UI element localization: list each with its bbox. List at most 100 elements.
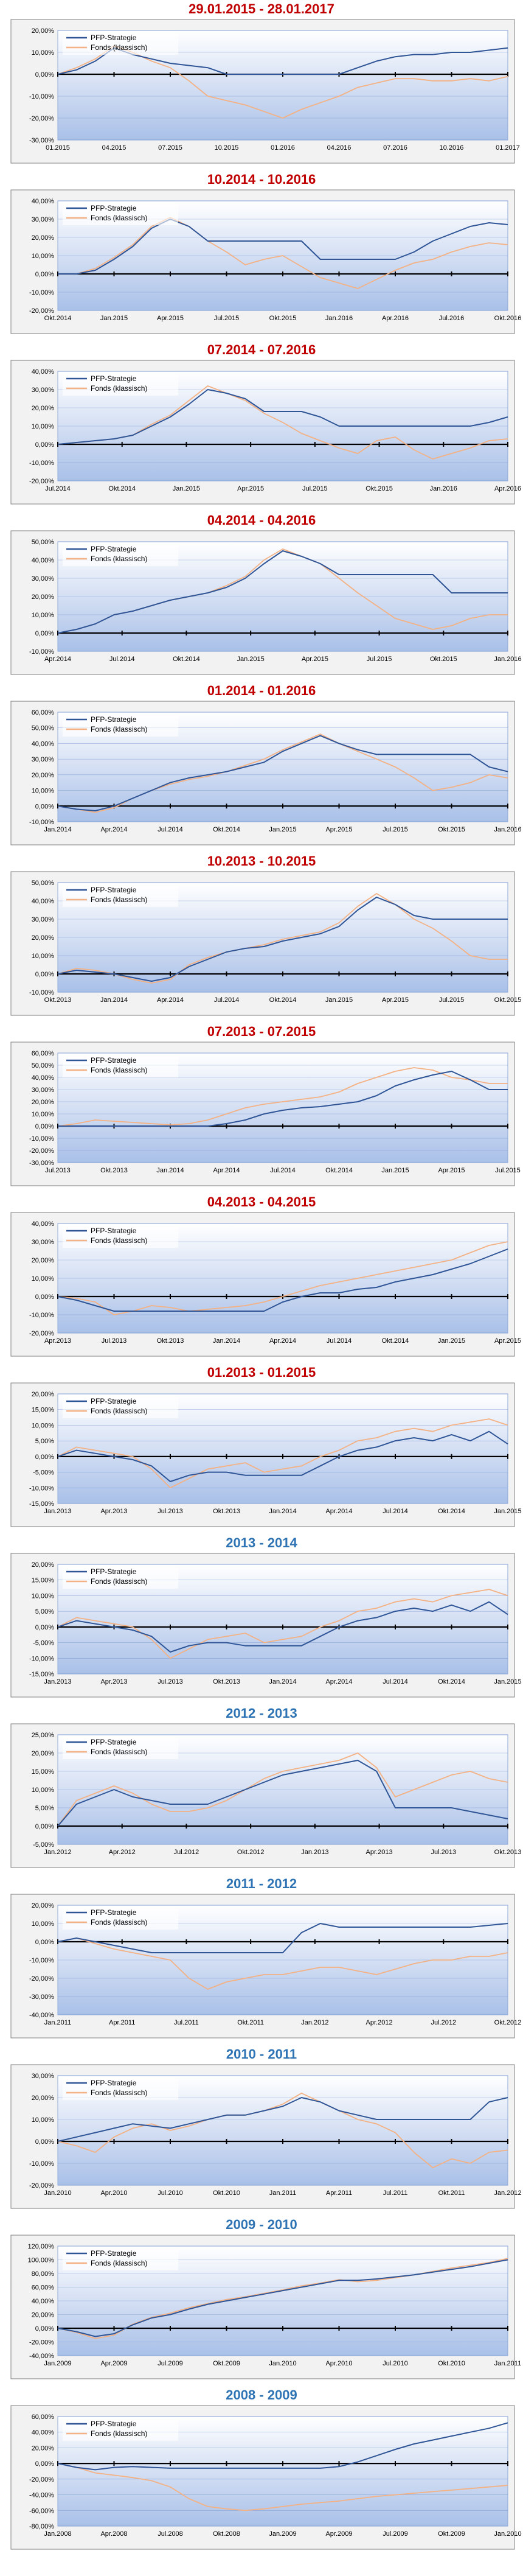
- y-tick-label: 50,00%: [32, 725, 55, 732]
- chart-svg: 60,00% 50,00% 40,00% 30,00% 20,00% 10,00% 0,00…: [10, 1041, 521, 1186]
- chart-panel: 2011 - 2012 20,00% 10,00% 0,00% -10,00% -20,0…: [0, 1875, 523, 2045]
- x-tick-label: Jan.2010: [494, 2530, 521, 2538]
- y-tick-label: -30,00%: [29, 1993, 54, 2001]
- x-tick-label: Jul.2014: [383, 1508, 408, 1515]
- y-tick-label: -20,00%: [29, 1330, 54, 1337]
- x-tick-label: Jul.2012: [431, 2019, 456, 2026]
- x-tick-label: Jan.2014: [269, 1508, 296, 1515]
- chart-title: 04.2014 - 04.2016: [207, 513, 316, 528]
- x-tick-label: Okt.2015: [269, 315, 297, 322]
- x-tick-label: 04.2015: [102, 144, 126, 152]
- chart-panel: 07.2014 - 07.2016 40,00% 30,00% 20,00% 10,00…: [0, 341, 523, 511]
- chart-svg: 25,00% 20,00% 15,00% 10,00% 5,00% 0,00% -5,00%…: [10, 1723, 521, 1868]
- x-tick-label: Apr.2013: [366, 1849, 393, 1856]
- x-tick-label: Jul.2014: [270, 1167, 296, 1174]
- y-tick-label: -10,00%: [29, 2160, 54, 2168]
- x-tick-label: Okt.2010: [438, 2360, 465, 2367]
- y-tick-label: 40,00%: [32, 557, 55, 564]
- legend-label: PFP-Strategie: [91, 886, 137, 894]
- x-tick-label: Okt.2014: [108, 485, 136, 492]
- x-tick-label: Okt.2009: [213, 2360, 240, 2367]
- legend-label: Fonds (klassisch): [91, 2429, 147, 2438]
- x-tick-label: Apr.2010: [325, 2360, 352, 2367]
- legend-label: PFP-Strategie: [91, 1738, 137, 1746]
- legend: PFP-Strategie Fonds (klassisch): [63, 1736, 178, 1759]
- x-tick-label: Apr.2016: [494, 485, 521, 492]
- legend-label: Fonds (klassisch): [91, 384, 147, 393]
- x-tick-label: Apr.2015: [325, 826, 352, 833]
- y-tick-label: -10,00%: [29, 1485, 54, 1492]
- chart-panel: 2008 - 2009 60,00% 40,00% 20,00% 0,00% -20,00…: [0, 2386, 523, 2557]
- y-tick-label: 20,00%: [32, 1257, 55, 1264]
- x-tick-label: Jan.2008: [44, 2530, 71, 2538]
- y-tick-label: 0,00%: [35, 441, 54, 449]
- chart-svg: 20,00% 15,00% 10,00% 5,00% 0,00% -5,00% -10,00…: [10, 1382, 522, 1527]
- y-tick-label: 60,00%: [32, 2413, 55, 2421]
- series-line-fund: [57, 2463, 508, 2511]
- chart-svg: 20,00% 10,00% 0,00% -10,00% -20,00% -30,00% -4…: [10, 1894, 521, 2039]
- y-tick-label: -30,00%: [29, 137, 54, 144]
- y-tick-label: 10,00%: [32, 1422, 55, 1429]
- y-tick-label: -20,00%: [29, 2182, 54, 2189]
- y-tick-label: -15,00%: [29, 1671, 54, 1678]
- y-tick-label: 10,00%: [32, 423, 55, 430]
- legend-label: Fonds (klassisch): [91, 1748, 147, 1756]
- chart-panel: 2013 - 2014 20,00% 15,00% 10,00% 5,00% 0,00% -…: [0, 1534, 523, 1704]
- x-tick-label: Okt.2014: [438, 1678, 465, 1685]
- x-tick-label: Jan.2014: [213, 1337, 240, 1345]
- y-tick-label: 20,00%: [32, 1750, 55, 1757]
- x-tick-label: Jul.2013: [45, 1167, 71, 1174]
- y-tick-label: 20,00%: [32, 593, 55, 601]
- x-tick-label: Apr.2015: [494, 1337, 521, 1345]
- legend-label: Fonds (klassisch): [91, 1407, 147, 1415]
- chart-svg: 50,00% 40,00% 30,00% 20,00% 10,00% 0,00% -10,0…: [10, 530, 522, 675]
- x-tick-label: Jan.2014: [44, 826, 71, 833]
- chart-title: 29.01.2015 - 28.01.2017: [189, 1, 334, 16]
- y-tick-label: 100,00%: [28, 2257, 55, 2264]
- x-tick-label: Jan.2015: [381, 1167, 409, 1174]
- x-tick-label: Apr.2014: [213, 1167, 240, 1174]
- y-tick-label: 15,00%: [32, 1407, 55, 1414]
- legend-label: Fonds (klassisch): [91, 725, 147, 733]
- x-tick-label: Jan.2014: [269, 1678, 296, 1685]
- y-tick-label: -15,00%: [29, 1500, 54, 1508]
- x-tick-label: Apr.2014: [325, 1508, 352, 1515]
- series-line-strategy: [57, 1601, 508, 1653]
- x-tick-label: Jan.2014: [156, 1167, 184, 1174]
- legend-label: PFP-Strategie: [91, 374, 137, 383]
- x-tick-label: Apr.2016: [382, 315, 409, 322]
- y-tick-label: 0,00%: [35, 803, 54, 810]
- legend-label: PFP-Strategie: [91, 715, 137, 724]
- x-tick-label: Jan.2011: [494, 2360, 521, 2367]
- x-tick-label: 01.2016: [271, 144, 295, 152]
- y-tick-label: 0,00%: [35, 1823, 54, 1830]
- x-tick-label: Jul.2015: [439, 996, 465, 1004]
- chart-svg: 40,00% 30,00% 20,00% 10,00% 0,00% -10,00% -20,…: [10, 360, 521, 505]
- x-tick-label: Okt.2014: [213, 826, 240, 833]
- x-tick-label: Apr.2014: [325, 1678, 352, 1685]
- x-tick-label: Apr.2011: [326, 2189, 352, 2197]
- x-tick-label: Apr.2014: [100, 826, 127, 833]
- legend-label: PFP-Strategie: [91, 1908, 137, 1917]
- y-tick-label: 10,00%: [32, 253, 55, 260]
- y-tick-label: 20,00%: [32, 1902, 55, 1909]
- x-tick-label: Jul.2008: [158, 2530, 183, 2538]
- y-tick-label: -80,00%: [29, 2523, 54, 2530]
- y-tick-label: 0,00%: [35, 271, 54, 278]
- chart-title: 07.2013 - 07.2015: [207, 1024, 316, 1039]
- series-line-strategy: [57, 389, 508, 445]
- x-tick-label: Okt.2012: [237, 1849, 265, 1856]
- y-tick-label: -5,00%: [33, 1640, 54, 1647]
- y-tick-label: 50,00%: [32, 539, 55, 546]
- series-line-fund: [57, 1937, 508, 1990]
- x-tick-label: Apr.2013: [44, 1337, 71, 1345]
- chart-title: 2008 - 2009: [226, 2387, 297, 2403]
- series-line-strategy: [57, 1923, 508, 1953]
- y-tick-label: 20,00%: [32, 2445, 55, 2452]
- series-line-fund: [57, 1752, 508, 1827]
